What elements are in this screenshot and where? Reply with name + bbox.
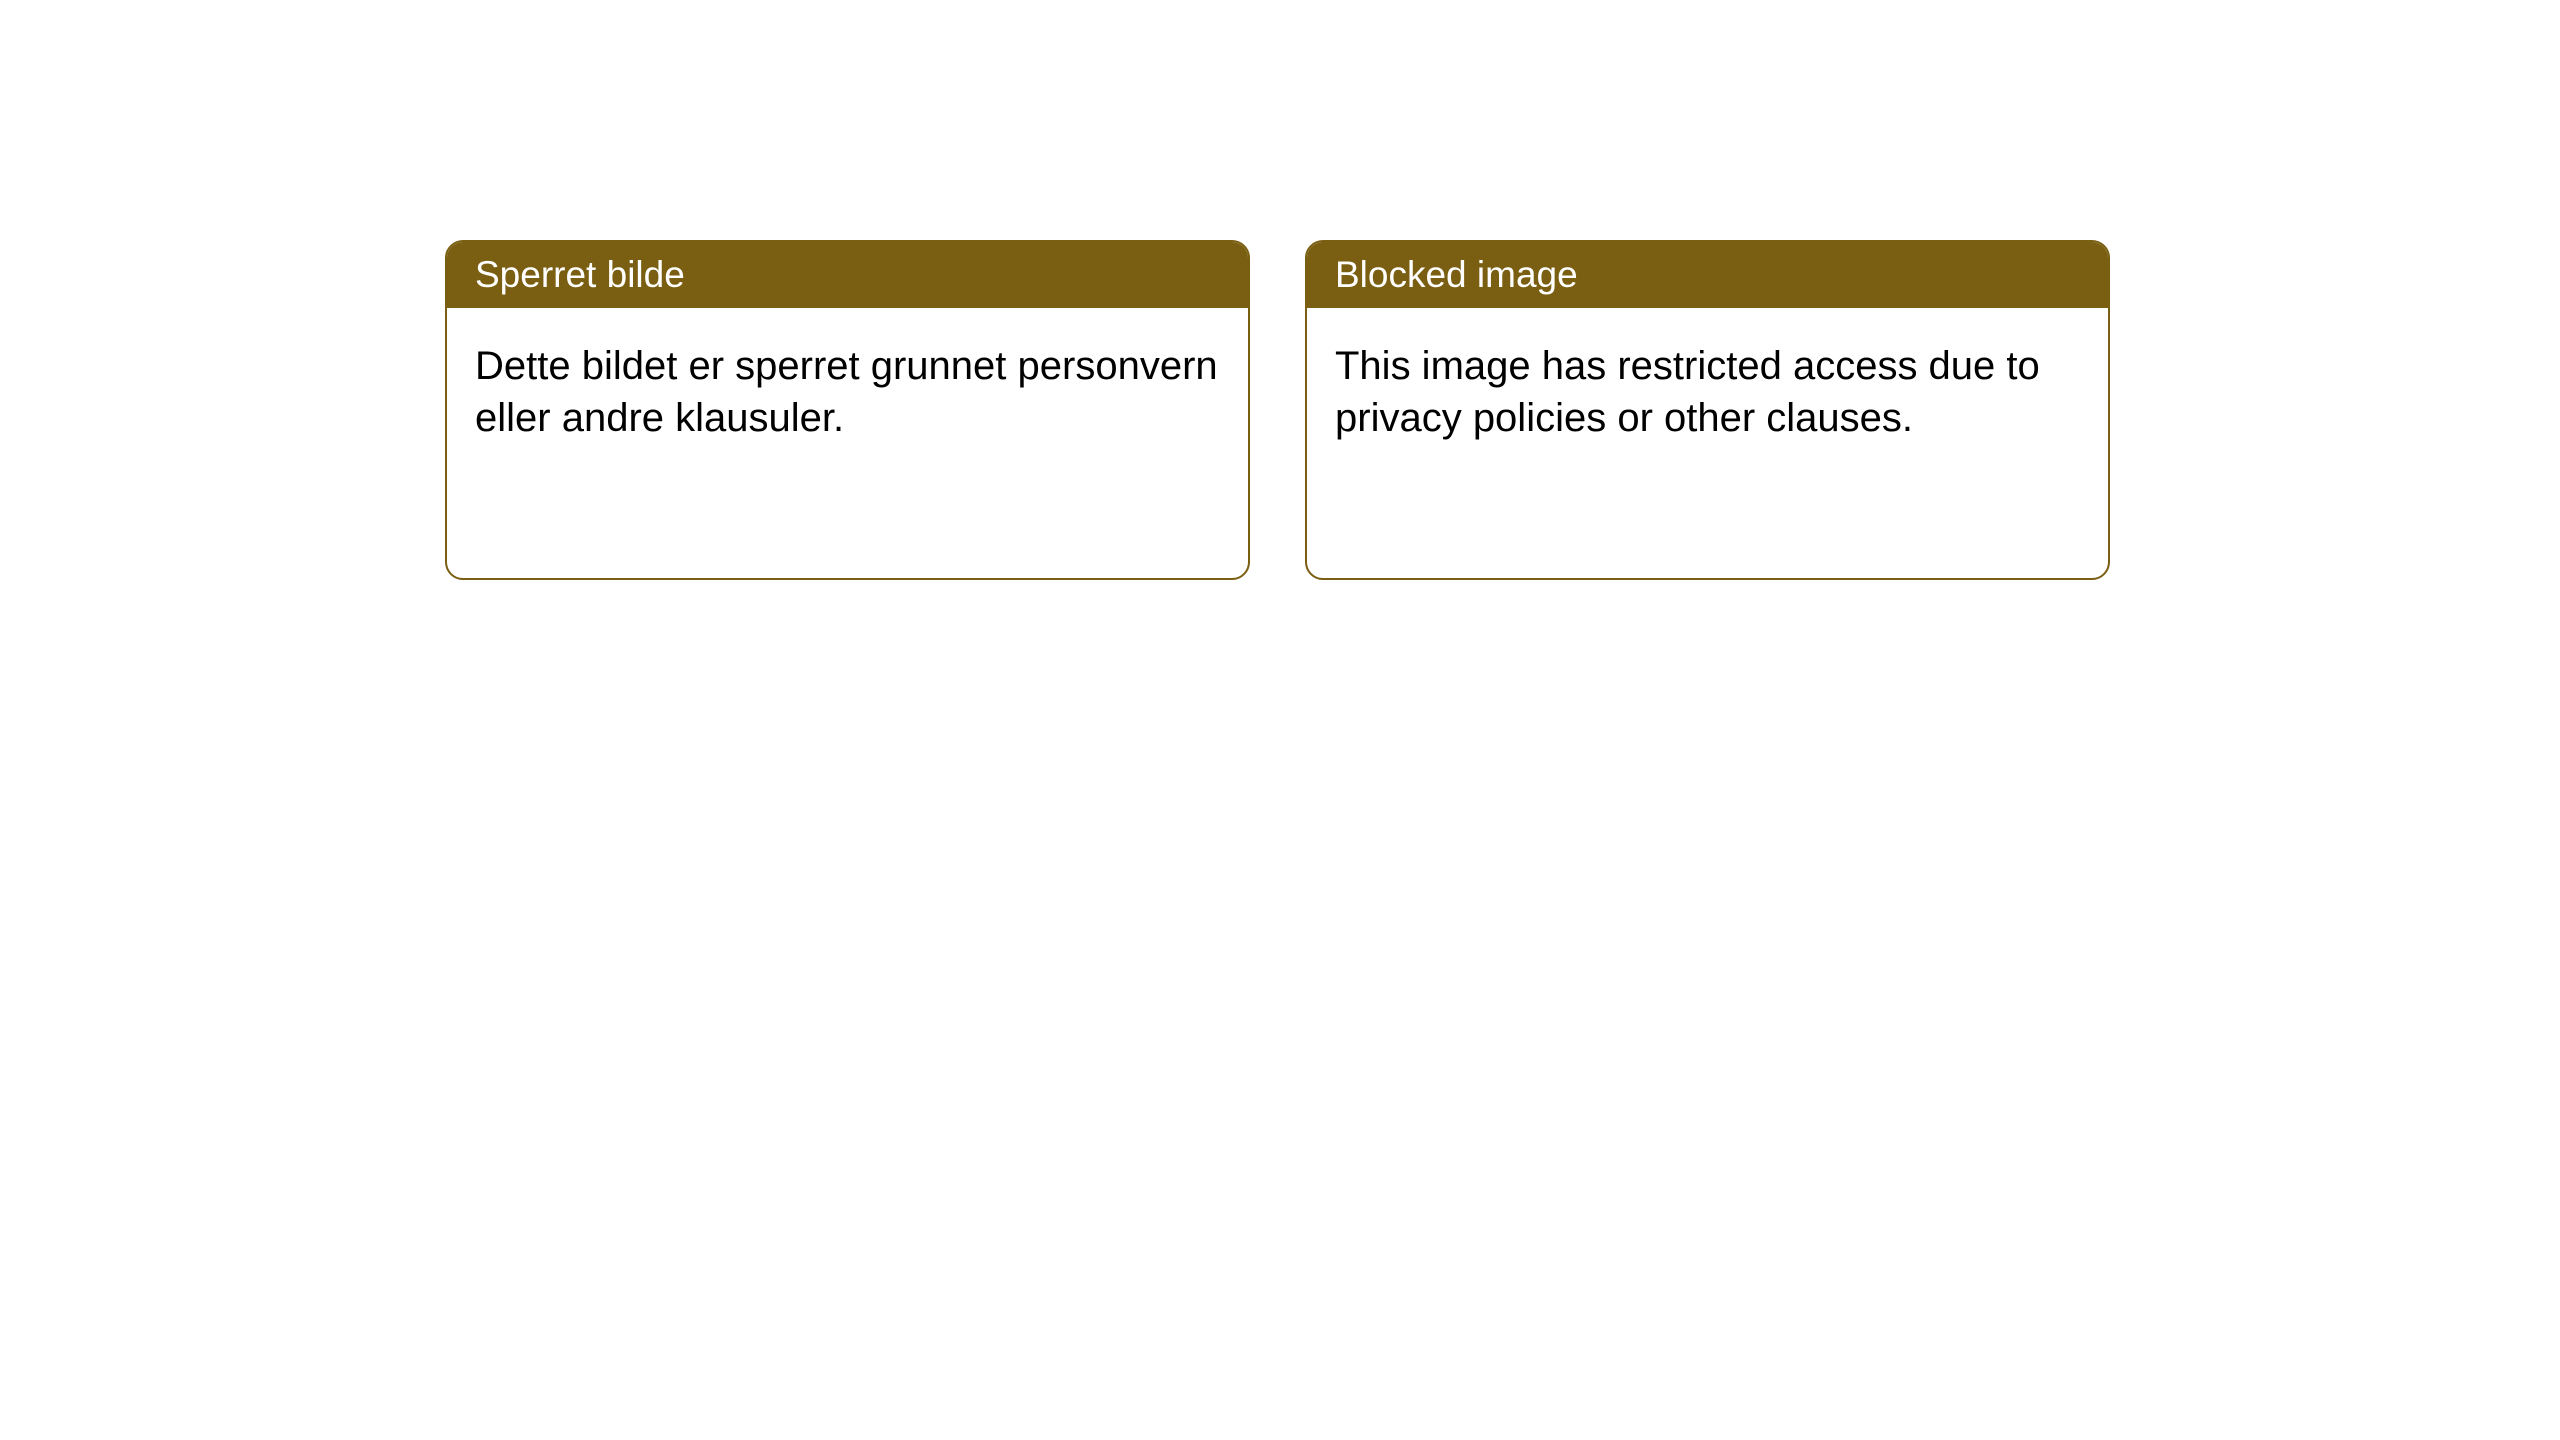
notice-card-english: Blocked image This image has restricted … [1305,240,2110,580]
notice-title: Blocked image [1335,254,1578,295]
notice-body: This image has restricted access due to … [1307,308,2108,578]
notice-header: Blocked image [1307,242,2108,308]
notice-message: Dette bildet er sperret grunnet personve… [475,344,1218,440]
notice-card-norwegian: Sperret bilde Dette bildet er sperret gr… [445,240,1250,580]
notice-title: Sperret bilde [475,254,685,295]
notice-message: This image has restricted access due to … [1335,344,2040,440]
notice-container: Sperret bilde Dette bildet er sperret gr… [445,240,2110,580]
notice-header: Sperret bilde [447,242,1248,308]
notice-body: Dette bildet er sperret grunnet personve… [447,308,1248,578]
